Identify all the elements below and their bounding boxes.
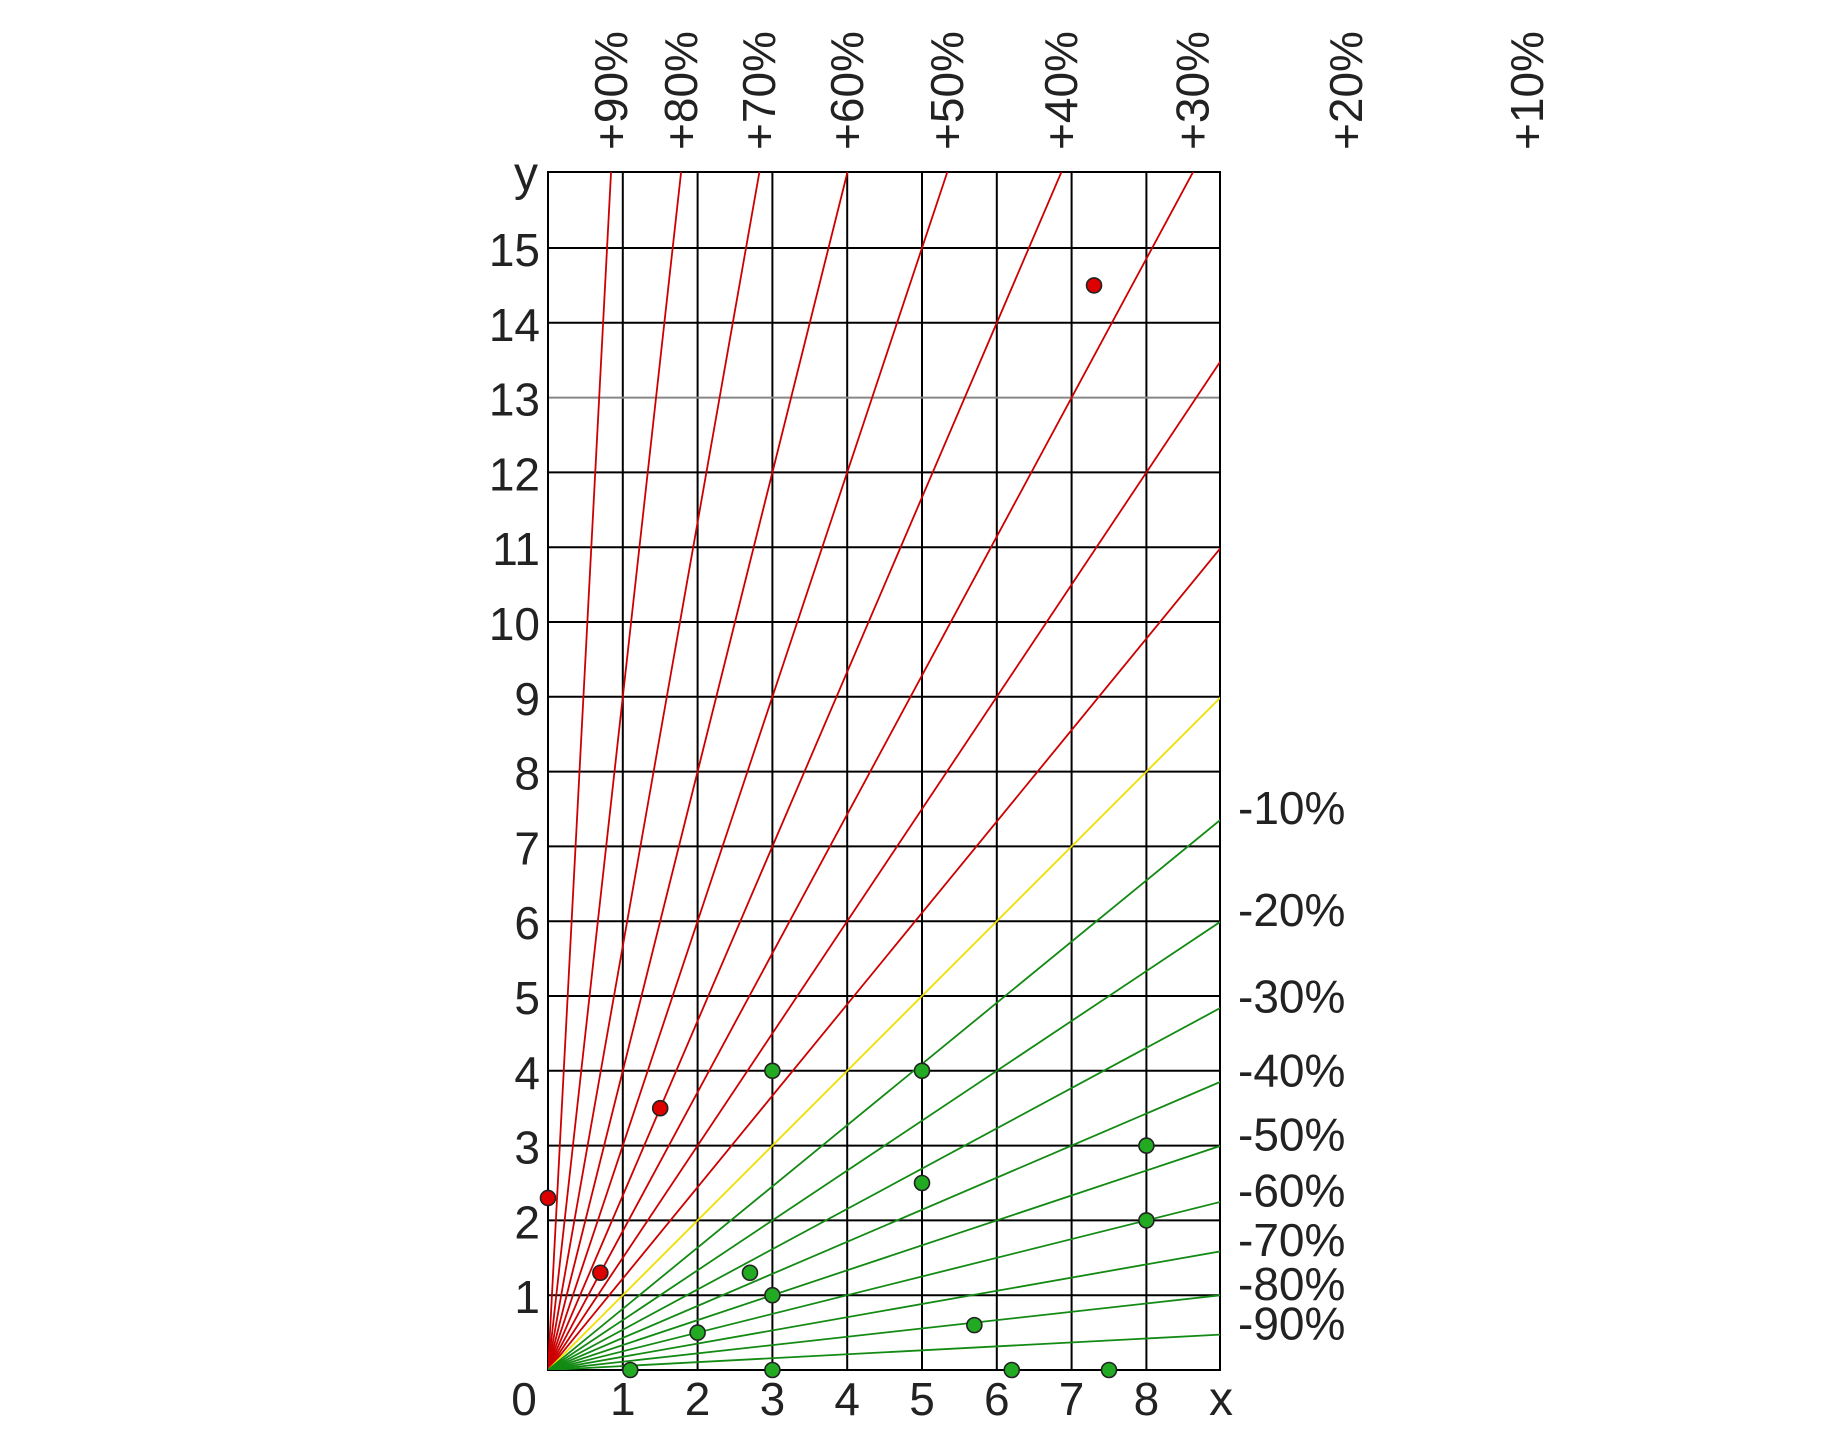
decrease-line-label: -40% xyxy=(1238,1044,1345,1096)
point-green xyxy=(1003,1361,1021,1379)
point-green xyxy=(764,1062,781,1080)
decrease-line xyxy=(548,1333,1220,1370)
increase-line-label: +30% xyxy=(1166,31,1218,150)
point-green xyxy=(764,1361,781,1379)
y-tick-label: 6 xyxy=(514,897,540,949)
y-tick-label: 13 xyxy=(489,374,540,426)
increase-line xyxy=(548,172,949,1370)
point-green xyxy=(741,1264,759,1282)
decrease-line-label: -70% xyxy=(1238,1214,1345,1266)
increase-line-label: +80% xyxy=(655,31,707,150)
x-tick-label: 1 xyxy=(610,1373,636,1425)
y-tick-label: 5 xyxy=(514,972,540,1024)
point-red xyxy=(651,1099,669,1117)
x-tick-label: 3 xyxy=(760,1373,786,1425)
plot-frame xyxy=(547,171,1221,1371)
y-tick-label: 4 xyxy=(514,1047,540,1099)
decrease-line xyxy=(548,1007,1220,1370)
y-tick-label: 14 xyxy=(489,299,540,351)
increase-line xyxy=(548,172,1063,1370)
increase-line xyxy=(548,172,761,1370)
y-tick-label: 2 xyxy=(514,1196,540,1248)
data-points xyxy=(539,277,1155,1379)
point-green xyxy=(1138,1137,1155,1154)
x-tick-label: 8 xyxy=(1134,1373,1160,1425)
x-tick-label: 2 xyxy=(685,1373,711,1425)
y-tick-label: 1 xyxy=(514,1271,540,1323)
point-green xyxy=(1138,1212,1155,1229)
y-tick-label: 12 xyxy=(489,448,540,500)
decrease-line xyxy=(548,920,1220,1370)
x-tick-label: 5 xyxy=(909,1373,935,1425)
point-green xyxy=(621,1361,639,1379)
grid xyxy=(547,171,1221,1371)
increase-line xyxy=(548,172,849,1370)
decrease-line-label: -10% xyxy=(1238,782,1345,834)
decrease-line-label: -80% xyxy=(1238,1258,1345,1310)
increase-line xyxy=(548,360,1220,1370)
y-tick-label: 10 xyxy=(489,598,540,650)
decrease-line-label: -60% xyxy=(1238,1165,1345,1217)
point-green xyxy=(913,1062,931,1080)
y-tick-label: 15 xyxy=(489,224,540,276)
point-green xyxy=(913,1174,931,1192)
increase-line-label: +40% xyxy=(1035,31,1087,150)
decrease-line xyxy=(548,1081,1220,1370)
x-axis-label: x xyxy=(1209,1373,1233,1426)
decrease-line-label: -30% xyxy=(1238,971,1345,1023)
increase-line xyxy=(548,172,612,1370)
equal-line xyxy=(548,696,1220,1370)
point-red xyxy=(592,1264,609,1282)
point-green xyxy=(689,1324,706,1341)
point-green xyxy=(764,1286,781,1304)
decrease-line xyxy=(548,1294,1220,1370)
increase-line-label: +60% xyxy=(821,31,873,150)
increase-line xyxy=(548,172,683,1370)
y-tick-label: 9 xyxy=(514,673,540,725)
decrease-line xyxy=(548,819,1220,1370)
increase-line-label: +10% xyxy=(1501,31,1553,150)
axis-labels: +90% +80% +70% +60% +50% +40% +30% +20% +10% -10%… xyxy=(489,31,1553,1425)
y-tick-label: 11 xyxy=(492,523,540,575)
increase-line xyxy=(548,547,1220,1370)
increase-line-label: +70% xyxy=(733,31,785,150)
point-green xyxy=(966,1316,983,1334)
decrease-line-label: -50% xyxy=(1238,1109,1345,1161)
increase-line-label: +50% xyxy=(921,31,973,150)
increase-line-label: +20% xyxy=(1320,31,1372,150)
y-axis-label: y xyxy=(514,148,538,201)
decrease-line-label: -20% xyxy=(1238,884,1345,936)
point-green xyxy=(1100,1361,1118,1379)
decrease-line-label: -90% xyxy=(1238,1298,1345,1350)
decrease-line xyxy=(548,1250,1220,1370)
y-tick-label: 7 xyxy=(514,822,540,874)
y-tick-label: 8 xyxy=(514,748,540,800)
x-tick-label: 4 xyxy=(834,1373,860,1425)
x-tick-label: 7 xyxy=(1059,1373,1085,1425)
increase-line xyxy=(548,172,1195,1370)
decrease-line xyxy=(548,1145,1220,1370)
point-red xyxy=(1085,277,1103,294)
x-tick-label: 0 xyxy=(511,1373,537,1425)
reference-lines xyxy=(548,172,1220,1370)
decrease-line xyxy=(548,1201,1220,1370)
point-red xyxy=(539,1189,557,1207)
y-tick-label: 3 xyxy=(514,1122,540,1174)
increase-line-label: +90% xyxy=(585,31,637,150)
x-tick-label: 6 xyxy=(984,1373,1010,1425)
